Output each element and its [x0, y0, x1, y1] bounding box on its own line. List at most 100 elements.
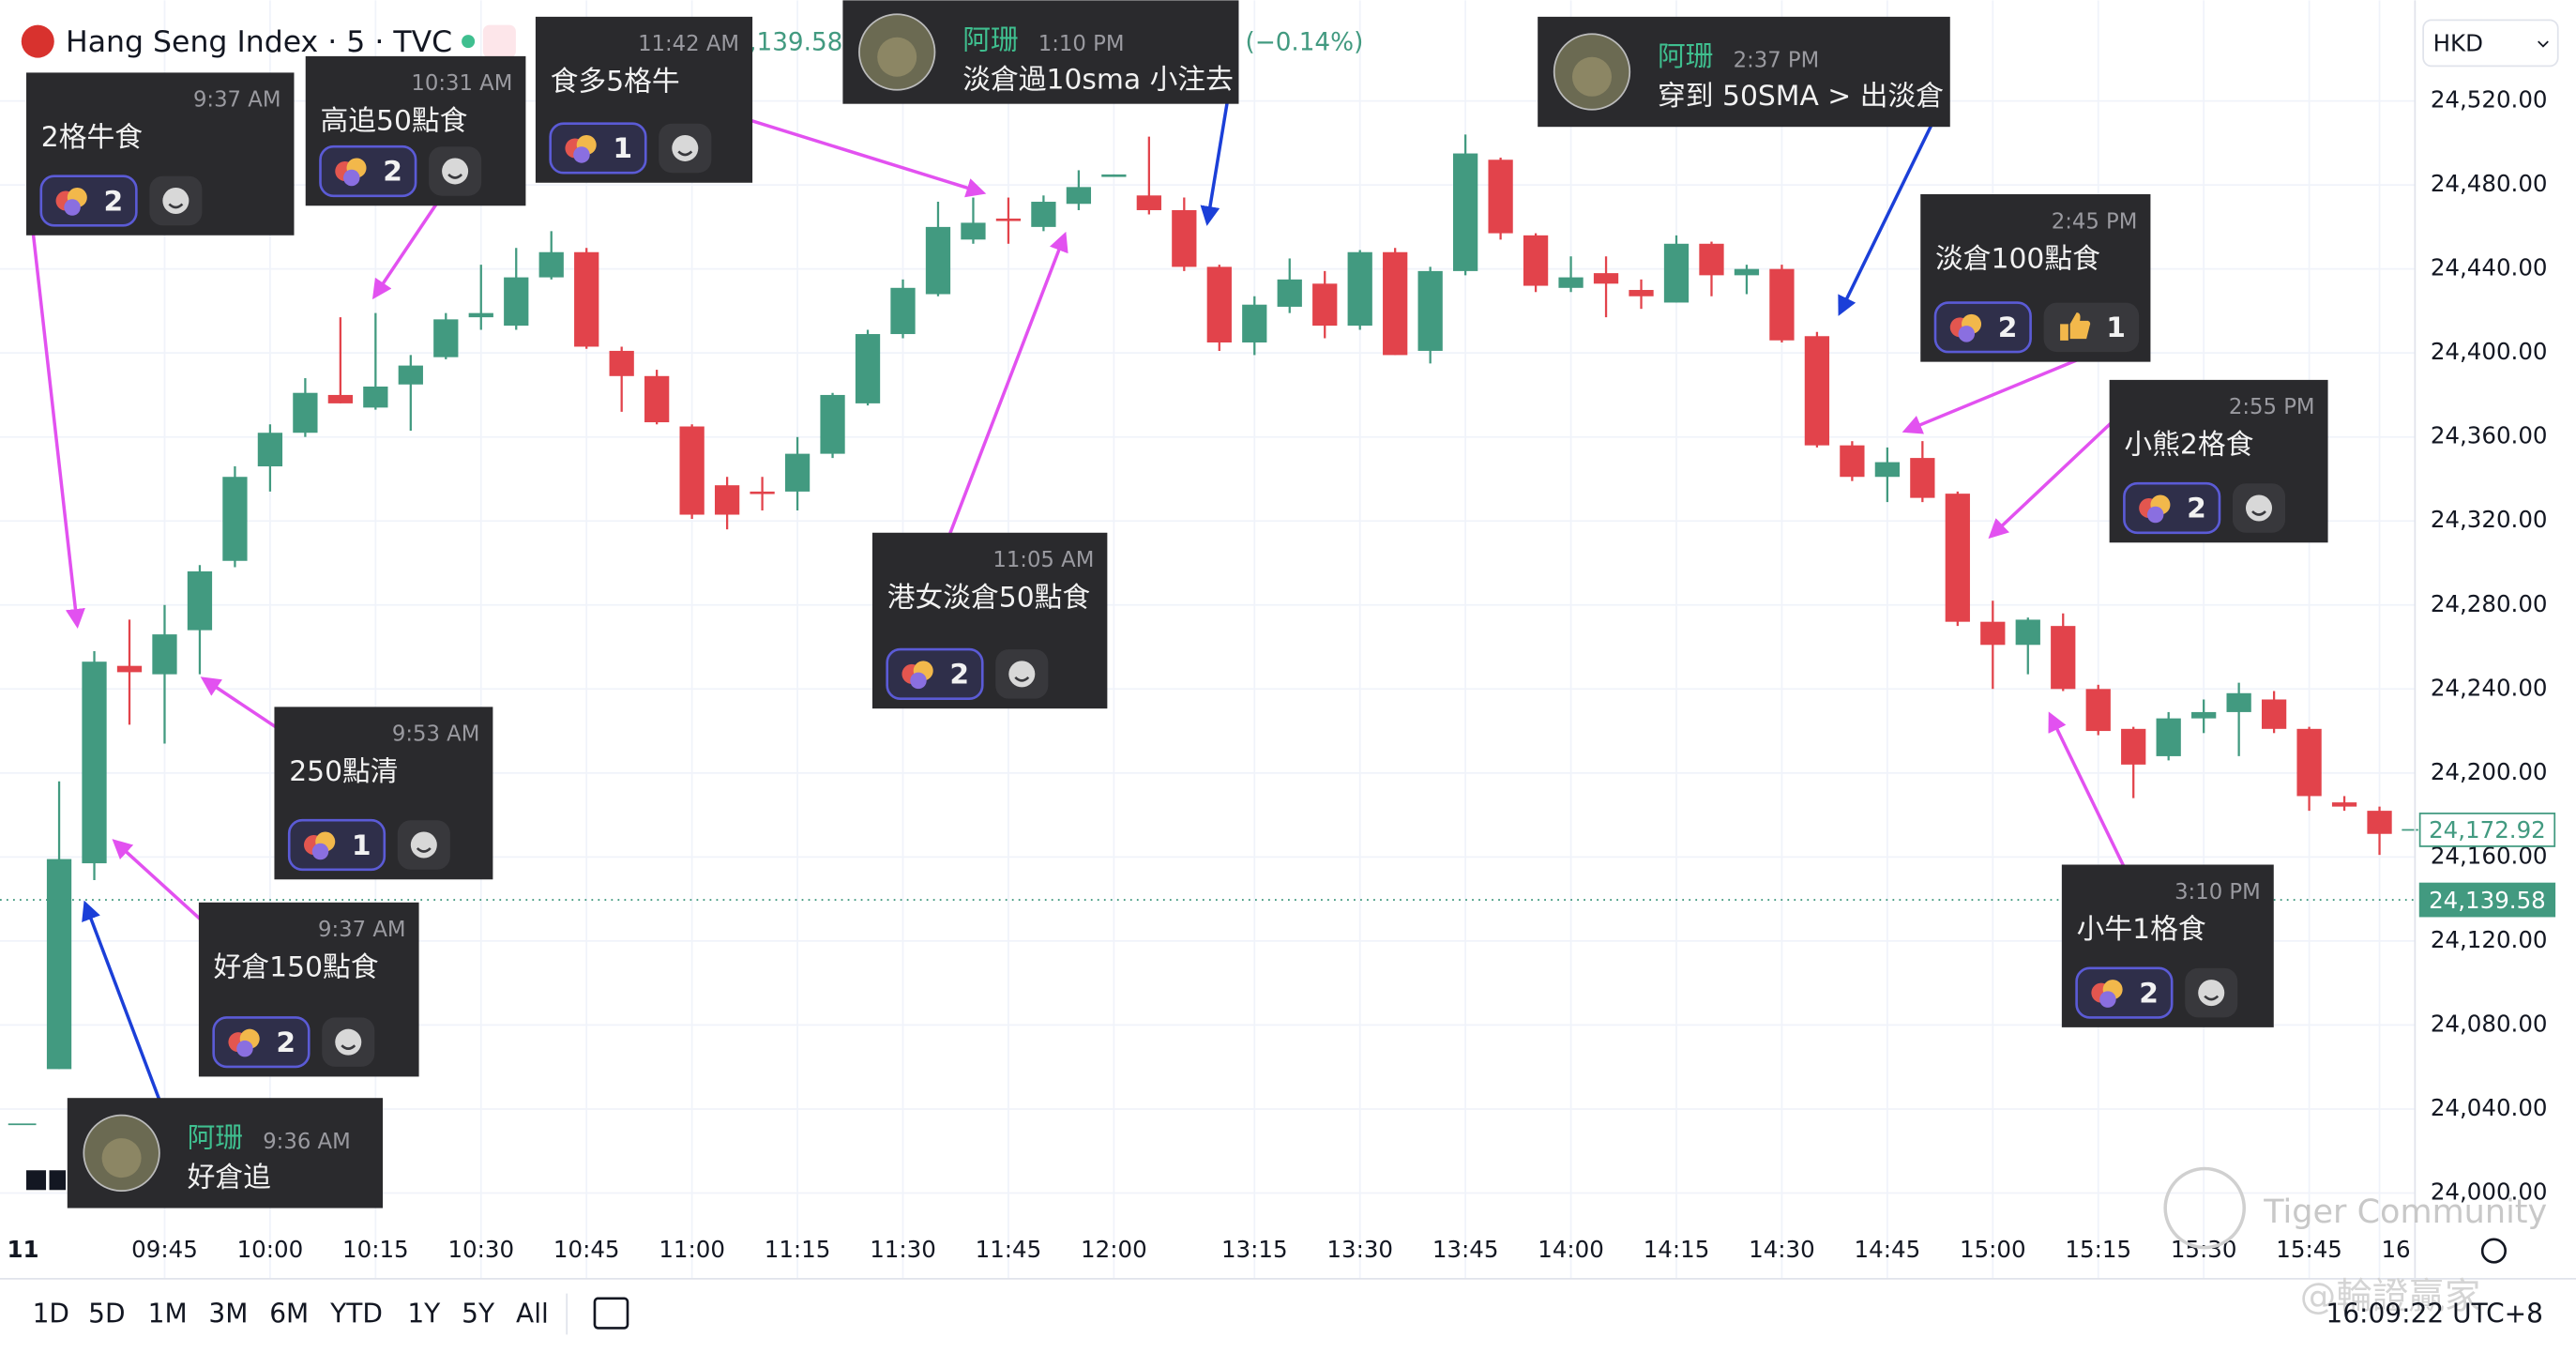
status-dot	[462, 35, 476, 49]
candle-body	[1734, 268, 1760, 276]
candle-body	[1206, 266, 1232, 342]
x-tick-label: 10:15	[342, 1236, 409, 1263]
reaction-pill[interactable]	[2123, 481, 2221, 535]
annotation-time: 11:05 AM	[993, 548, 1094, 572]
candle-body	[820, 394, 845, 454]
date-range-icon[interactable]	[593, 1297, 629, 1330]
candle-body	[961, 222, 986, 240]
candle-body	[784, 453, 811, 492]
candle-body	[2015, 619, 2040, 646]
y-tick-label: 24,240.00	[2431, 674, 2548, 701]
candle-body	[925, 226, 951, 295]
reaction-count: 1	[2106, 312, 2126, 344]
reaction-icon	[311, 843, 329, 860]
annotation: 阿珊 2:37 PM 穿到 50SMA > 出淡倉	[1538, 16, 1950, 128]
candle-body	[363, 386, 388, 408]
candle-body	[1840, 445, 1865, 478]
avatar-detail	[1571, 56, 1613, 97]
candle-body	[855, 334, 881, 403]
candle-body	[1558, 277, 1583, 288]
currency-label: HKD	[2433, 30, 2483, 57]
reaction-count: 1	[352, 829, 371, 862]
date-label: 11	[7, 1236, 38, 1263]
x-tick-label: 13:15	[1221, 1236, 1288, 1263]
annotation-text: 2格牛食	[41, 121, 143, 154]
x-tick-label: 09:45	[131, 1236, 198, 1263]
header-change: (−0.14%)	[1245, 28, 1363, 56]
annotation: 2:45 PM 淡倉100點食 2 1	[1920, 194, 2151, 362]
toolbar: 16:09:22 UTC+8 1D 5D 1M 3M 6M YTD 1Y 5Y All	[33, 1238, 2543, 1335]
reaction-count: 2	[276, 1026, 295, 1059]
reaction-pill[interactable]	[39, 175, 138, 227]
reaction-pill[interactable]	[319, 144, 417, 198]
reaction-pill[interactable]	[287, 818, 386, 872]
reaction-pill[interactable]	[886, 647, 984, 700]
x-tick-label: 14:00	[1538, 1236, 1604, 1263]
candle-body	[750, 491, 775, 494]
x-tick-label: 11:45	[976, 1236, 1042, 1263]
annotation-text: 淡倉過10sma 小注去	[962, 64, 1234, 97]
range-button[interactable]: 1D	[33, 1298, 69, 1329]
callout-arrow	[2048, 711, 2138, 892]
y-tick-label: 24,400.00	[2431, 338, 2548, 365]
x-tick-label: 10:00	[237, 1236, 304, 1263]
x-tick-label: 13:45	[1432, 1236, 1499, 1263]
annotation-time: 9:36 AM	[263, 1130, 351, 1154]
candle-body	[398, 365, 423, 385]
candle-body	[2085, 689, 2111, 732]
reaction-pill[interactable]	[1933, 301, 2032, 354]
callout-arrow	[1988, 402, 2134, 540]
range-button[interactable]: All	[516, 1298, 549, 1329]
reaction-icon	[64, 199, 81, 216]
range-button[interactable]: 1Y	[407, 1298, 441, 1329]
annotation: 9:53 AM 250點清 1	[274, 707, 493, 880]
symbol-title: Hang Seng Index · 5 · TVC	[66, 25, 452, 59]
candle-body	[1453, 153, 1478, 271]
arrows	[31, 101, 2138, 1127]
candles-layer: 24,172.92 24,139.58	[0, 134, 2556, 1070]
annotation-text: 250點清	[289, 755, 398, 788]
range-button[interactable]: 1M	[148, 1298, 188, 1329]
price-label-box	[2418, 813, 2556, 847]
status-badge	[482, 24, 516, 58]
avatar-detail	[877, 37, 917, 77]
thumbs-up-icon	[2060, 312, 2091, 341]
reaction-count: 2	[103, 185, 123, 218]
reaction-count: 2	[383, 156, 402, 189]
range-button[interactable]: 3M	[208, 1298, 248, 1329]
candle-body	[2331, 802, 2357, 807]
range-button[interactable]: 5Y	[462, 1298, 495, 1329]
settings-icon[interactable]	[2480, 1238, 2508, 1264]
smiley-mouth	[447, 174, 463, 179]
candle-body	[504, 277, 529, 327]
reaction-pill[interactable]	[2075, 966, 2174, 1019]
candle-body	[1804, 336, 1830, 446]
index-logo	[21, 24, 54, 58]
candle-body	[2261, 699, 2287, 729]
annotation-time: 9:53 AM	[392, 722, 480, 747]
reaction-pill[interactable]	[549, 122, 647, 175]
currency-dropdown[interactable]	[2422, 19, 2559, 68]
candle-body	[293, 392, 318, 433]
range-button[interactable]: 5D	[88, 1298, 125, 1329]
candle-body	[1769, 268, 1795, 341]
callout-arrow	[31, 230, 85, 630]
smiley-mouth	[341, 1044, 356, 1050]
candle-body	[574, 251, 599, 347]
annotation-text: 高追50點食	[320, 104, 467, 137]
reaction-icon	[573, 146, 590, 163]
candle-body	[433, 319, 459, 357]
range-button[interactable]: YTD	[329, 1298, 383, 1329]
reaction-icon	[2099, 991, 2116, 1008]
candle-body	[82, 661, 107, 864]
reaction-icon	[343, 169, 360, 187]
candle-body	[1383, 251, 1408, 356]
annotation-time: 2:37 PM	[1734, 49, 1820, 73]
y-tick-label: 24,480.00	[2431, 170, 2548, 197]
x-tick-label: 11:30	[870, 1236, 936, 1263]
range-button[interactable]: 6M	[269, 1298, 309, 1329]
smiley-mouth	[2251, 510, 2266, 516]
candle-body	[1523, 235, 1549, 286]
reaction-pill[interactable]	[212, 1016, 311, 1069]
y-tick-label: 24,320.00	[2431, 506, 2548, 533]
